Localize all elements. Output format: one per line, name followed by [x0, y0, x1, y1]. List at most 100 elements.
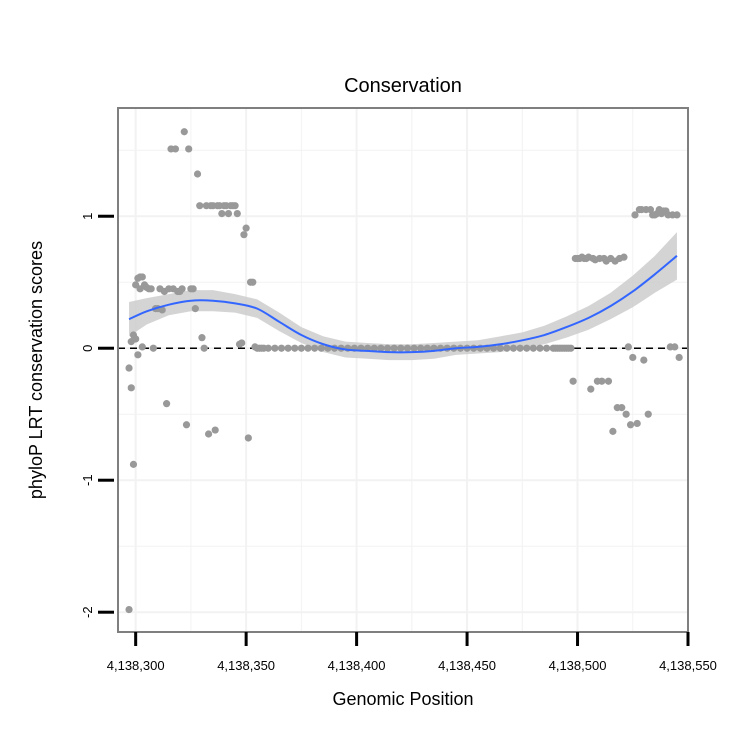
data-point: [644, 410, 652, 418]
data-point: [622, 410, 630, 418]
data-point: [231, 202, 239, 210]
data-point: [317, 344, 325, 352]
data-point: [211, 426, 219, 434]
data-point: [189, 285, 197, 293]
data-point: [516, 344, 524, 352]
data-point: [529, 344, 537, 352]
data-point: [587, 385, 595, 393]
data-point: [311, 344, 319, 352]
data-point: [218, 209, 226, 218]
data-point: [523, 344, 531, 352]
y-axis-label: phyloP LRT conservation scores: [26, 241, 46, 499]
data-point: [196, 202, 204, 210]
y-tick-label: 1: [80, 213, 95, 220]
y-tick-label: -1: [80, 474, 95, 486]
data-point: [291, 344, 299, 352]
data-point: [671, 343, 679, 351]
data-point: [423, 344, 431, 352]
data-point: [171, 145, 180, 153]
data-point: [390, 344, 398, 352]
data-point: [238, 339, 246, 347]
data-point: [193, 170, 202, 178]
data-point: [304, 344, 312, 352]
data-point: [569, 377, 577, 385]
data-point: [125, 364, 133, 372]
data-point: [163, 400, 171, 408]
data-point: [185, 145, 193, 153]
data-point: [242, 224, 250, 232]
data-point: [249, 278, 257, 286]
data-point: [624, 343, 632, 351]
data-point: [178, 285, 186, 293]
x-axis-label: Genomic Position: [332, 689, 473, 709]
data-point: [224, 209, 233, 218]
data-point: [609, 427, 617, 435]
y-tick-label: 0: [80, 345, 95, 352]
data-point: [543, 344, 551, 352]
x-tick-label: 4,138,500: [549, 658, 607, 673]
data-point: [673, 211, 681, 219]
data-point: [675, 353, 683, 362]
data-point: [127, 384, 135, 392]
data-point: [631, 211, 639, 219]
confidence-band: [129, 232, 677, 361]
data-point: [403, 344, 412, 352]
data-point: [200, 344, 208, 352]
data-point: [264, 344, 272, 352]
x-tick-label: 4,138,550: [659, 658, 717, 673]
data-point: [536, 344, 544, 352]
data-point: [233, 209, 241, 218]
data-point: [129, 460, 138, 468]
x-tick-label: 4,138,300: [107, 658, 165, 673]
data-point: [138, 273, 146, 281]
data-point: [397, 344, 405, 352]
data-point: [383, 344, 392, 352]
data-point: [598, 377, 606, 385]
data-point: [134, 351, 142, 359]
data-point: [204, 430, 213, 438]
data-point: [377, 344, 385, 352]
data-point: [277, 344, 286, 352]
data-point: [180, 128, 188, 136]
data-point: [567, 344, 575, 352]
x-tick-label: 4,138,450: [438, 658, 496, 673]
data-point: [240, 231, 248, 239]
panel-border: [117, 107, 689, 633]
data-point: [503, 344, 511, 352]
data-point: [618, 404, 626, 412]
loess-line: [128, 255, 678, 354]
data-point: [633, 419, 641, 428]
data-point: [297, 344, 305, 352]
data-point: [417, 344, 425, 352]
data-point: [629, 353, 637, 362]
data-point: [604, 377, 613, 385]
data-point: [496, 344, 504, 352]
chart-title: Conservation: [344, 75, 462, 97]
data-point: [640, 356, 648, 364]
data-point: [158, 306, 166, 314]
data-point: [182, 421, 191, 429]
data-point: [370, 344, 378, 352]
smooth-curve: [128, 255, 678, 354]
data-point: [271, 344, 279, 352]
confidence-ribbon: [129, 232, 677, 361]
data-point: [191, 305, 199, 313]
data-point: [244, 434, 252, 442]
data-point: [149, 344, 157, 352]
axes: 4,138,300 4,138,350 4,138,400 4,138,450 4,13…: [80, 213, 717, 673]
data-point: [284, 344, 292, 352]
x-tick-label: 4,138,350: [217, 658, 275, 673]
data-point: [620, 253, 628, 261]
data-point: [132, 335, 140, 343]
data-point: [125, 605, 133, 614]
y-tick-label: -2: [80, 606, 95, 618]
data-point: [509, 344, 518, 352]
x-tick-label: 4,138,400: [328, 658, 386, 673]
data-point: [410, 344, 418, 352]
data-point: [147, 285, 155, 293]
data-point: [198, 334, 206, 342]
data-point: [138, 343, 146, 351]
data-point: [626, 421, 635, 429]
